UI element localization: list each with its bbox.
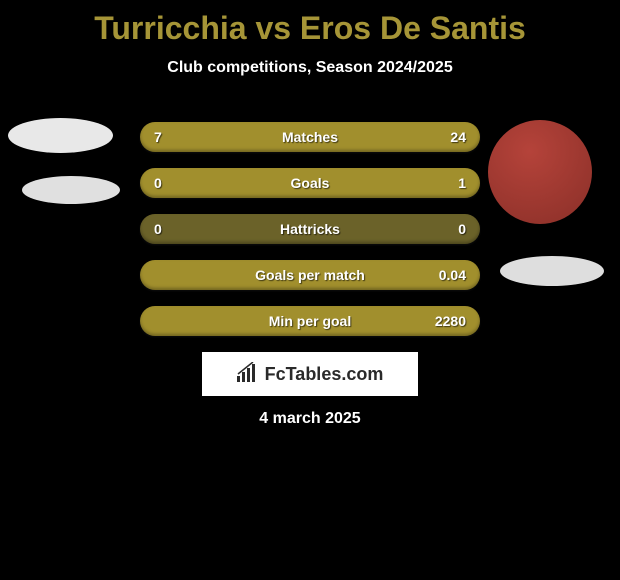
player-left-avatar-2 (22, 176, 120, 204)
stat-value-left: 0 (154, 175, 162, 191)
chart-icon (237, 362, 261, 387)
stat-row-matches: 7 Matches 24 (140, 122, 480, 152)
stat-value-right: 24 (450, 129, 466, 145)
page-title: Turricchia vs Eros De Santis (0, 0, 620, 47)
stat-value-right: 0.04 (439, 267, 466, 283)
stat-row-gpm: Goals per match 0.04 (140, 260, 480, 290)
date-text: 4 march 2025 (259, 410, 360, 428)
subtitle: Club competitions, Season 2024/2025 (0, 59, 620, 77)
stat-label: Hattricks (280, 221, 340, 237)
stat-value-right: 1 (458, 175, 466, 191)
stats-container: 7 Matches 24 0 Goals 1 0 Hattricks 0 Goa… (140, 122, 480, 352)
stat-row-hattricks: 0 Hattricks 0 (140, 214, 480, 244)
logo-text: FcTables.com (265, 364, 384, 385)
stat-row-mpg: Min per goal 2280 (140, 306, 480, 336)
player-right-avatar-1 (488, 120, 592, 224)
stat-value-right: 2280 (435, 313, 466, 329)
stat-label: Goals per match (255, 267, 365, 283)
stat-label: Min per goal (269, 313, 351, 329)
stat-label: Matches (282, 129, 338, 145)
stat-value-left: 7 (154, 129, 162, 145)
player-left-avatar-1 (8, 118, 113, 153)
stat-value-left: 0 (154, 221, 162, 237)
logo-container: FcTables.com (202, 352, 418, 396)
stat-row-goals: 0 Goals 1 (140, 168, 480, 198)
stat-value-right: 0 (458, 221, 466, 237)
player-right-avatar-2 (500, 256, 604, 286)
stat-label: Goals (291, 175, 330, 191)
